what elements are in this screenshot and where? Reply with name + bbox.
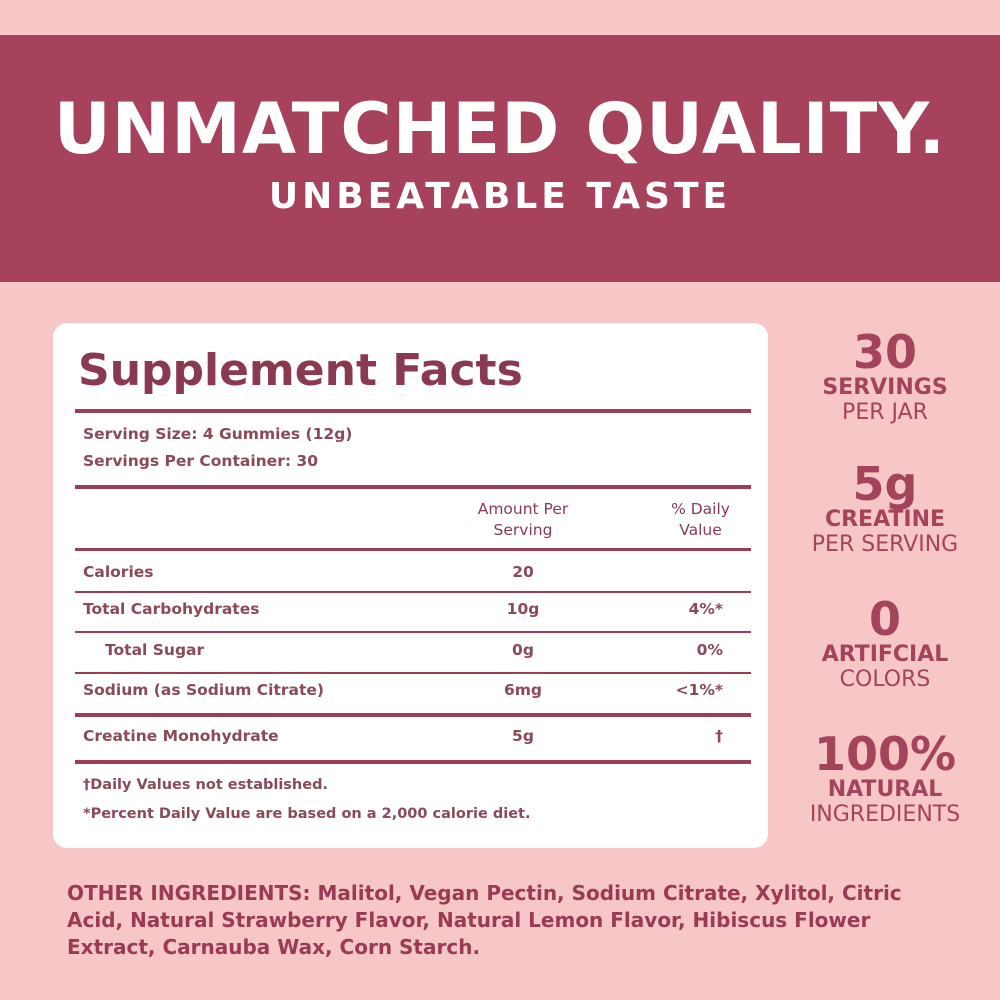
rule (75, 548, 751, 551)
stat-number: 0 (868, 592, 901, 646)
row-amount: 0g (512, 641, 534, 659)
serving-size: Serving Size: 4 Gummies (12g) (83, 425, 353, 443)
rule (75, 713, 751, 717)
stat-label: CREATINE (824, 507, 946, 532)
row-dv: 4%* (688, 600, 723, 618)
other-text: Malitol, Vegan Pectin, Sodium Citrate, X… (67, 881, 902, 959)
column-header: % Daily Value (671, 500, 730, 539)
rule (75, 591, 751, 593)
stat-sub: INGREDIENTS (809, 802, 961, 827)
rule (75, 409, 751, 413)
stat-sub: PER SERVING (811, 532, 959, 557)
stat-label: SERVINGS (822, 375, 948, 400)
stat-label: NATURAL (827, 777, 943, 802)
rule (75, 631, 751, 633)
row-dv: <1%* (675, 681, 723, 699)
row-amount: 10g (506, 600, 540, 618)
rule (75, 760, 751, 764)
row-name: Calories (83, 563, 154, 581)
rule (75, 485, 751, 489)
header-band (0, 35, 1000, 282)
stat-number: 5g (852, 457, 918, 511)
stat-number: 30 (852, 325, 917, 379)
footnote: *Percent Daily Value are based on a 2,00… (83, 806, 531, 822)
servings-per-container: Servings Per Container: 30 (83, 452, 318, 470)
facts-card: Supplement Facts Serving Size: 4 Gummies… (53, 323, 768, 848)
row-name: Total Sugar (105, 641, 205, 659)
row-amount: 6mg (503, 681, 543, 699)
facts-title: Supplement Facts (78, 345, 523, 396)
row-amount: 20 (512, 563, 534, 581)
stat-number: 100% (813, 727, 957, 781)
other-ingredients: OTHER INGREDIENTS: Malitol, Vegan Pectin… (67, 880, 947, 961)
stat-sub: PER JAR (842, 400, 928, 425)
row-dv: † (715, 727, 723, 745)
row-name: Sodium (as Sodium Citrate) (83, 681, 324, 699)
other-label: OTHER INGREDIENTS: (67, 881, 311, 905)
rule (75, 672, 751, 674)
headline: UNMATCHED QUALITY. (53, 88, 947, 170)
row-dv: 0% (696, 641, 723, 659)
row-name: Creatine Monohydrate (83, 727, 279, 745)
stat-label: ARTIFCIAL (821, 642, 949, 667)
column-header: Amount Per Serving (477, 500, 569, 539)
stat-sub: COLORS (839, 667, 931, 692)
row-amount: 5g (512, 727, 534, 745)
subheadline: UNBEATABLE TASTE (268, 176, 732, 217)
footnote: †Daily Values not established. (83, 777, 328, 793)
row-name: Total Carbohydrates (83, 600, 260, 618)
